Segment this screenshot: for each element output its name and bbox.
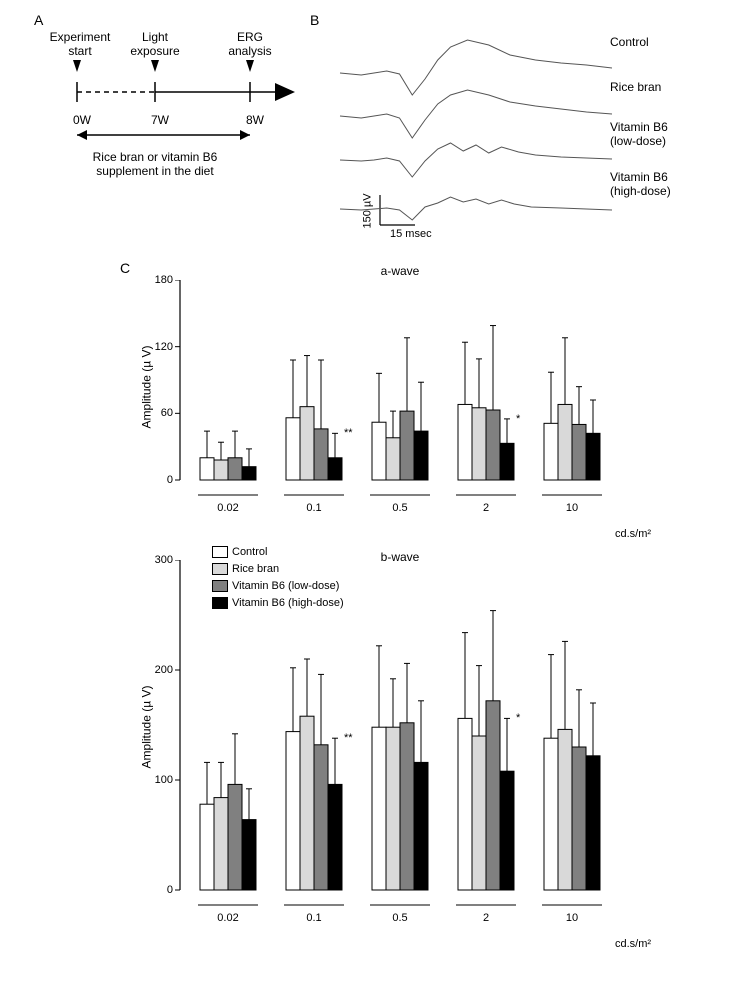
timeline-w7: 7W bbox=[145, 113, 175, 127]
a-wave-title: a-wave bbox=[370, 264, 430, 278]
xtick-label: 0.1 bbox=[286, 912, 342, 924]
xtick-label: 10 bbox=[544, 502, 600, 514]
ytick-label: 200 bbox=[145, 664, 173, 676]
panel-label-c: C bbox=[120, 260, 130, 276]
timeline-supplement: Rice bran or vitamin B6supplement in the… bbox=[70, 150, 240, 179]
xtick-label: 10 bbox=[544, 912, 600, 924]
legend-item: Vitamin B6 (low-dose) bbox=[212, 580, 339, 592]
a-wave-chart bbox=[150, 280, 670, 510]
timeline-w8: 8W bbox=[240, 113, 270, 127]
ytick-label: 120 bbox=[145, 341, 173, 353]
xtick-label: 0.5 bbox=[372, 912, 428, 924]
ytick-label: 0 bbox=[145, 474, 173, 486]
legend-swatch bbox=[212, 580, 228, 592]
legend-swatch bbox=[212, 546, 228, 558]
timeline-label-light: Lightexposure bbox=[120, 30, 190, 59]
xtick-label: 0.02 bbox=[200, 502, 256, 514]
ytick-label: 180 bbox=[145, 274, 173, 286]
panel-label-b: B bbox=[310, 12, 319, 28]
ytick-label: 300 bbox=[145, 554, 173, 566]
legend-label: Vitamin B6 (high-dose) bbox=[232, 597, 344, 609]
b-wave-ylabel: Amplitude (µ V) bbox=[139, 686, 153, 769]
xtick-label: 0.1 bbox=[286, 502, 342, 514]
trace-label-ricebran: Rice bran bbox=[610, 80, 661, 94]
legend-item: Control bbox=[212, 546, 267, 558]
xtick-label: 0.5 bbox=[372, 502, 428, 514]
legend-item: Rice bran bbox=[212, 563, 279, 575]
significance-mark: ** bbox=[344, 427, 353, 439]
ytick-label: 100 bbox=[145, 774, 173, 786]
b-wave-xunit: cd.s/m² bbox=[615, 938, 651, 950]
timeline-diagram bbox=[40, 60, 300, 150]
significance-mark: * bbox=[516, 712, 520, 724]
legend-label: Vitamin B6 (low-dose) bbox=[232, 580, 339, 592]
timeline-label-erg: ERGanalysis bbox=[215, 30, 285, 59]
panel-label-a: A bbox=[34, 12, 43, 28]
legend-label: Rice bran bbox=[232, 563, 279, 575]
significance-mark: * bbox=[516, 413, 520, 425]
xtick-label: 0.02 bbox=[200, 912, 256, 924]
b-wave-chart bbox=[150, 560, 670, 920]
a-wave-xunit: cd.s/m² bbox=[615, 528, 651, 540]
ytick-label: 0 bbox=[145, 884, 173, 896]
scale-v-label: 150 µV bbox=[362, 193, 374, 228]
scale-t-label: 15 msec bbox=[390, 228, 432, 240]
xtick-label: 2 bbox=[458, 912, 514, 924]
timeline-label-start: Experimentstart bbox=[40, 30, 120, 59]
trace-label-control: Control bbox=[610, 35, 649, 49]
legend-item: Vitamin B6 (high-dose) bbox=[212, 597, 344, 609]
trace-label-b6-high: Vitamin B6(high-dose) bbox=[610, 170, 671, 199]
legend-label: Control bbox=[232, 546, 267, 558]
legend-swatch bbox=[212, 563, 228, 575]
xtick-label: 2 bbox=[458, 502, 514, 514]
timeline-w0: 0W bbox=[67, 113, 97, 127]
trace-label-b6-low: Vitamin B6(low-dose) bbox=[610, 120, 668, 149]
significance-mark: ** bbox=[344, 732, 353, 744]
ytick-label: 60 bbox=[145, 407, 173, 419]
legend-swatch bbox=[212, 597, 228, 609]
